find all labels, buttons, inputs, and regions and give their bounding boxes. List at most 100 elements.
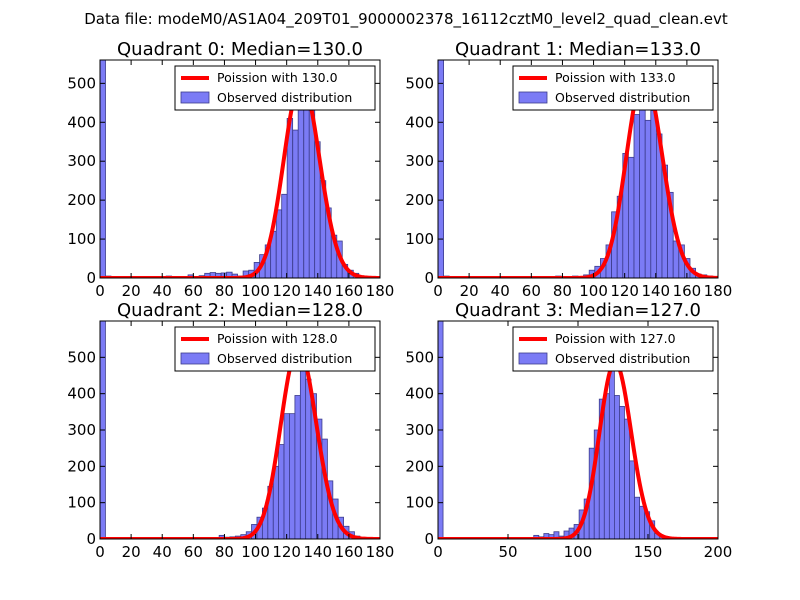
histogram-bar: [297, 102, 305, 278]
x-tick-label: 160: [335, 282, 364, 300]
x-tick-label: 50: [498, 543, 517, 561]
histogram-bar: [633, 114, 640, 278]
x-tick-label: 80: [215, 282, 234, 300]
y-tick-label: 0: [424, 269, 434, 287]
histogram-bar: [628, 156, 635, 278]
plot-area: [438, 60, 718, 278]
histogram-bar: [639, 505, 646, 539]
x-tick-label: 180: [704, 282, 733, 300]
quadrant-panel-3: Quadrant 3: Median=127.0 0 50 100 150 200 0 100…: [405, 300, 732, 561]
y-tick-label: 0: [86, 269, 96, 287]
legend-label-observed: Observed distribution: [217, 351, 352, 366]
x-tick-label: 100: [564, 543, 593, 561]
legend-bar-swatch: [180, 352, 210, 365]
y-tick-label: 200: [405, 191, 434, 209]
y-tick-label: 300: [67, 152, 96, 170]
y-tick-label: 300: [67, 421, 96, 439]
x-tick-label: 60: [522, 282, 541, 300]
legend-label-observed: Observed distribution: [555, 351, 690, 366]
panel-title: Quadrant 1: Median=133.0: [455, 39, 701, 60]
histogram-bar: [624, 418, 630, 539]
y-tick-label: 100: [405, 230, 434, 248]
y-tick-label: 400: [67, 113, 96, 131]
histogram-bar: [292, 129, 299, 278]
x-tick-label: 80: [215, 543, 234, 561]
y-tick-label: 400: [405, 385, 434, 403]
histogram-bar: [278, 444, 285, 539]
axes-frame: [437, 59, 719, 279]
poisson-curve: [438, 360, 718, 539]
histogram-bar: [619, 405, 625, 539]
x-tick-label: 200: [704, 543, 733, 561]
histogram-bar: [614, 395, 620, 539]
y-tick-label: 100: [405, 494, 434, 512]
histogram-bar: [438, 60, 444, 278]
legend: Poission with 128.0 Observed distribution: [174, 326, 376, 372]
x-tick-label: 160: [673, 282, 702, 300]
histogram-bar: [644, 119, 652, 278]
x-tick-label: 20: [122, 282, 141, 300]
histogram-bar: [100, 60, 106, 278]
x-tick-label: 100: [241, 543, 270, 561]
y-tick-label: 500: [67, 348, 96, 366]
histogram-bar: [299, 347, 307, 539]
x-tick-label: 0: [433, 282, 443, 300]
y-tick-label: 300: [405, 152, 434, 170]
x-tick-label: 120: [610, 282, 639, 300]
legend-label-poisson: Poission with 128.0: [217, 331, 338, 346]
x-tick-label: 0: [433, 543, 443, 561]
histogram-bar: [289, 413, 296, 539]
panel-title: Quadrant 2: Median=128.0: [117, 300, 363, 321]
y-tick-label: 200: [67, 191, 96, 209]
histogram-bar: [629, 460, 635, 539]
histogram-bar: [283, 413, 290, 539]
y-tick-label: 500: [405, 348, 434, 366]
x-tick-label: 40: [153, 543, 172, 561]
legend-bar-swatch: [518, 352, 548, 365]
x-tick-label: 120: [272, 282, 301, 300]
quadrant-panel-2: Quadrant 2: Median=128.00 20 40 60 80 100 120 1…: [67, 300, 394, 561]
legend: Poission with 133.0 Observed distribution: [512, 65, 714, 111]
legend-label-poisson: Poission with 133.0: [555, 70, 676, 85]
figure-suptitle: Data file: modeM0/AS1A04_209T01_90000023…: [84, 10, 728, 29]
y-tick-label: 0: [424, 530, 434, 548]
x-tick-label: 120: [272, 543, 301, 561]
x-tick-label: 40: [491, 282, 510, 300]
x-tick-label: 60: [184, 282, 203, 300]
histogram-bar: [603, 393, 610, 539]
quadrant-panel-1: Quadrant 1: Median=133.00 20 40 60 80 100 120 1…: [405, 39, 732, 300]
histogram-bar: [275, 209, 283, 278]
y-tick-label: 100: [67, 230, 96, 248]
legend: Poission with 127.0 Observed distribution: [512, 326, 714, 372]
axes-frame: [99, 59, 381, 279]
x-tick-label: 80: [553, 282, 572, 300]
x-tick-label: 20: [122, 543, 141, 561]
histogram-bar: [667, 191, 674, 278]
panel-title: Quadrant 0: Median=130.0: [117, 39, 363, 60]
x-tick-label: 0: [95, 282, 105, 300]
x-tick-label: 180: [366, 543, 395, 561]
legend: Poission with 130.0 Observed distribution: [174, 65, 376, 111]
y-tick-label: 100: [67, 494, 96, 512]
legend-bar-swatch: [518, 91, 548, 104]
y-tick-label: 200: [405, 457, 434, 475]
legend-label-poisson: Poission with 130.0: [217, 70, 338, 85]
y-tick-label: 0: [86, 530, 96, 548]
legend-label-poisson: Poission with 127.0: [555, 331, 676, 346]
x-tick-label: 180: [366, 282, 395, 300]
x-tick-label: 100: [241, 282, 270, 300]
histogram-bar: [608, 367, 615, 539]
legend-bar-swatch: [180, 91, 210, 104]
x-tick-label: 0: [95, 543, 105, 561]
legend-label-observed: Observed distribution: [217, 90, 352, 105]
histogram-bar: [553, 531, 560, 539]
panel-title: Quadrant 3: Median=127.0: [455, 300, 701, 321]
x-tick-label: 60: [184, 543, 203, 561]
y-tick-label: 200: [67, 457, 96, 475]
legend-label-observed: Observed distribution: [555, 90, 690, 105]
x-tick-label: 100: [579, 282, 608, 300]
histogram-bar: [650, 110, 657, 278]
x-tick-label: 140: [303, 543, 332, 561]
quadrant-panel-0: Quadrant 0: Median=130.00 20 40 60 80 100 120 1…: [67, 39, 394, 300]
